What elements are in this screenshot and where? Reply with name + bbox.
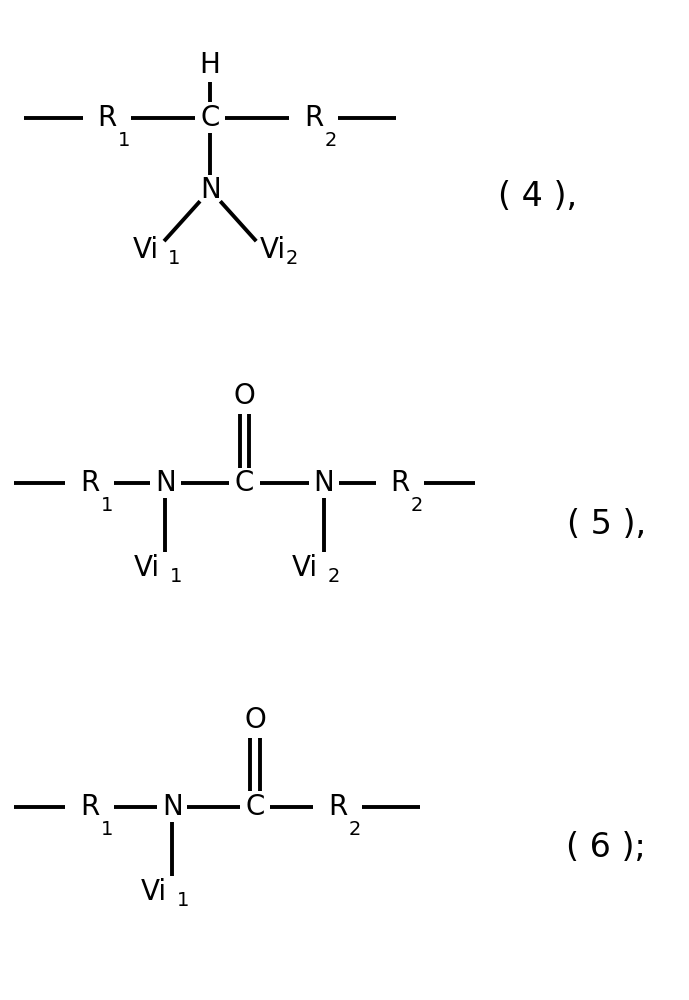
Text: 1: 1: [167, 249, 180, 268]
Text: ( 5 ),: ( 5 ),: [567, 508, 646, 541]
Text: Vi: Vi: [134, 554, 160, 582]
Text: O: O: [244, 706, 266, 734]
Text: Vi: Vi: [260, 236, 286, 264]
Text: C: C: [235, 469, 254, 497]
Text: 2: 2: [325, 131, 337, 150]
Text: R: R: [304, 104, 323, 132]
Text: N: N: [313, 469, 334, 497]
Text: 2: 2: [349, 820, 361, 839]
Text: Vi: Vi: [141, 878, 167, 906]
Text: 1: 1: [101, 496, 113, 515]
Text: 2: 2: [411, 496, 423, 515]
Text: R: R: [390, 469, 409, 497]
Text: N: N: [155, 469, 176, 497]
Text: H: H: [200, 51, 220, 79]
Text: 1: 1: [101, 820, 113, 839]
Text: N: N: [200, 176, 220, 204]
Text: C: C: [245, 793, 265, 821]
Text: R: R: [97, 104, 116, 132]
Text: N: N: [162, 793, 183, 821]
Text: ( 4 ),: ( 4 ),: [498, 180, 577, 213]
Text: R: R: [328, 793, 347, 821]
Text: 2: 2: [328, 567, 340, 586]
Text: 1: 1: [169, 567, 182, 586]
Text: 1: 1: [176, 891, 189, 910]
Text: C: C: [200, 104, 220, 132]
Text: Vi: Vi: [132, 236, 158, 264]
Text: R: R: [80, 793, 99, 821]
Text: R: R: [80, 469, 99, 497]
Text: 1: 1: [118, 131, 130, 150]
Text: ( 6 );: ( 6 );: [566, 831, 646, 864]
Text: 2: 2: [286, 249, 298, 268]
Text: O: O: [234, 382, 256, 410]
Text: Vi: Vi: [292, 554, 318, 582]
